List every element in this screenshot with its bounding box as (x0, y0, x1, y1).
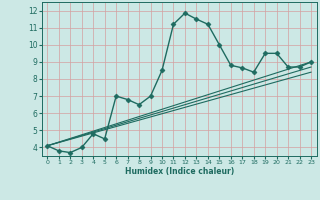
X-axis label: Humidex (Indice chaleur): Humidex (Indice chaleur) (124, 167, 234, 176)
